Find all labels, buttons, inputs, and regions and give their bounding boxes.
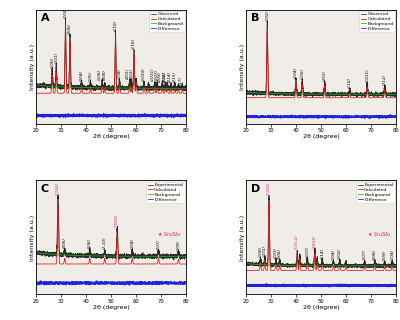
Text: (1011): (1011) [365, 68, 369, 82]
Difference [389, 283, 394, 286]
Observed [98, 85, 103, 89]
Difference [382, 284, 386, 288]
Line: Difference: Difference [36, 281, 186, 285]
Text: (110): (110) [114, 20, 118, 31]
Background [142, 86, 147, 90]
Background [394, 92, 398, 96]
Calculated [394, 268, 398, 272]
Difference [172, 281, 176, 285]
Experimental [353, 263, 358, 267]
Calculated [244, 96, 248, 100]
Difference [34, 281, 38, 285]
Calculated [308, 268, 313, 272]
Experimental [34, 250, 38, 254]
Observed [310, 95, 315, 99]
Background [308, 264, 313, 268]
Observed [179, 87, 184, 91]
Background [98, 254, 103, 258]
Calculated [382, 268, 386, 271]
Difference [105, 114, 110, 117]
Text: (203)
(206): (203) (206) [158, 70, 166, 82]
Difference [388, 112, 392, 116]
Difference [98, 113, 103, 117]
Difference [143, 281, 148, 285]
Background [179, 254, 184, 258]
Text: (101): (101) [263, 245, 267, 256]
Experimental [394, 264, 398, 268]
Background [244, 91, 248, 94]
Text: (101): (101) [54, 52, 58, 63]
Text: *(102): *(102) [56, 181, 60, 195]
Experimental [172, 258, 176, 262]
Text: (105): (105) [300, 68, 304, 79]
Difference [307, 116, 312, 120]
Calculated [315, 96, 320, 100]
Text: (202): (202) [338, 248, 342, 260]
Y-axis label: Intensity (a.u.): Intensity (a.u.) [240, 44, 245, 90]
Line: Observed: Observed [246, 21, 396, 97]
Calculated [394, 96, 398, 100]
Text: (004): (004) [80, 70, 84, 81]
Difference [244, 283, 248, 286]
Difference [172, 114, 176, 118]
Text: (107): (107) [305, 246, 309, 257]
Text: (212)
(214): (212) (214) [163, 71, 172, 83]
Difference [394, 283, 398, 287]
Observed [353, 92, 358, 96]
Calculated [315, 261, 320, 265]
Difference [97, 282, 102, 285]
Text: (100): (100) [258, 246, 262, 257]
Text: (209): (209) [176, 239, 180, 251]
Background [142, 254, 147, 258]
Experimental [172, 252, 176, 256]
Text: (116): (116) [348, 77, 352, 88]
Calculated [98, 262, 103, 266]
Text: (208): (208) [373, 248, 377, 260]
Text: (006): (006) [278, 248, 282, 259]
Calculated [172, 262, 176, 266]
Observed [265, 19, 270, 23]
Legend: Observed, Calculated, Background, Difference: Observed, Calculated, Background, Differ… [359, 11, 395, 32]
Calculated [353, 96, 358, 100]
Text: *(102): *(102) [267, 181, 271, 195]
Observed [394, 93, 398, 97]
Text: (2-10): (2-10) [103, 236, 107, 249]
Background [394, 264, 398, 268]
Line: Observed: Observed [36, 19, 186, 91]
X-axis label: 2θ (degree): 2θ (degree) [93, 134, 129, 139]
Text: *(003): *(003) [115, 213, 119, 227]
Background [315, 92, 320, 96]
Experimental [105, 254, 110, 258]
Difference [244, 114, 248, 118]
Text: (1010): (1010) [142, 67, 146, 81]
Calculated [105, 91, 110, 95]
Background [307, 92, 312, 96]
Text: *(10-2): *(10-2) [295, 235, 299, 249]
Difference [127, 284, 132, 287]
Text: ★ Sn₂Sb₃: ★ Sn₂Sb₃ [158, 232, 180, 237]
Difference [169, 116, 174, 120]
Line: Background: Background [246, 92, 396, 94]
Background [184, 254, 188, 258]
Text: (207): (207) [156, 238, 160, 250]
Text: (209): (209) [383, 250, 387, 261]
Line: Background: Background [246, 264, 396, 266]
Calculated [184, 91, 188, 95]
Difference [394, 115, 398, 118]
Calculated [97, 262, 102, 266]
Text: (103): (103) [274, 247, 278, 258]
Calculated [308, 96, 313, 100]
Line: Calculated: Calculated [246, 202, 396, 270]
Text: (104): (104) [294, 67, 298, 78]
Difference [327, 285, 332, 289]
Experimental [143, 256, 148, 260]
Text: (207): (207) [363, 249, 367, 260]
Text: (217): (217) [179, 76, 183, 87]
Text: D: D [250, 184, 260, 194]
Background [34, 84, 38, 87]
X-axis label: 2θ (degree): 2θ (degree) [93, 305, 129, 310]
Text: *(003): *(003) [313, 235, 317, 248]
Experimental [184, 256, 188, 260]
Observed [63, 17, 68, 20]
Calculated [179, 91, 184, 95]
